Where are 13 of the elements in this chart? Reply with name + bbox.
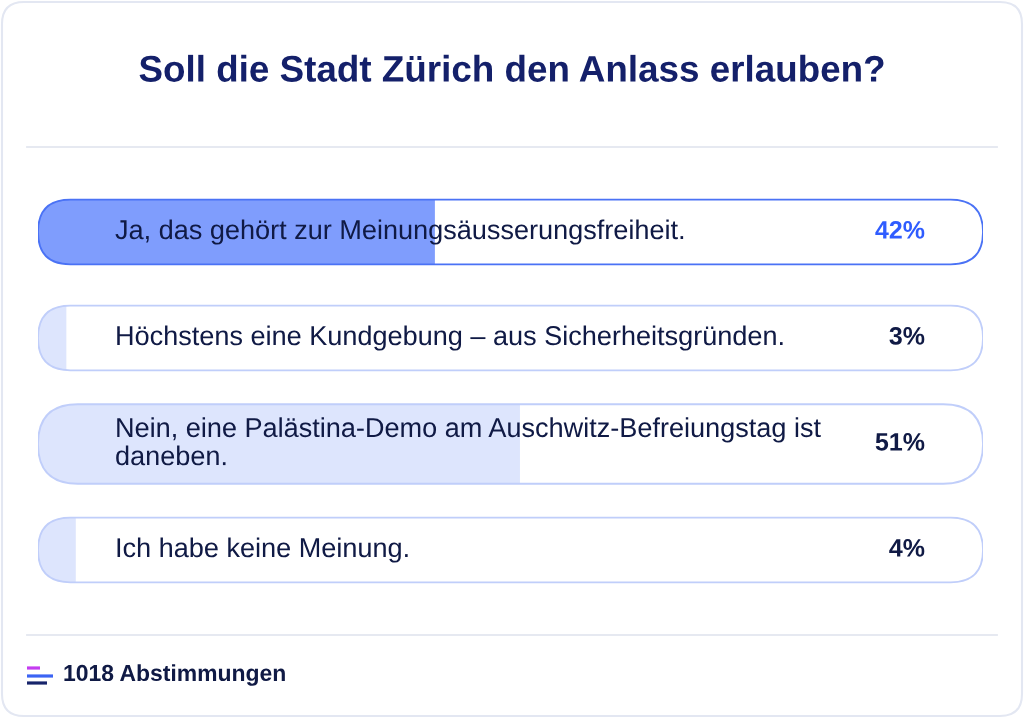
y-tick-label: Höchstens eine Kundgebung – aus Sicherheitsgründen. [117,325,783,351]
data-label: 42% [875,221,925,239]
data-label: 51% [875,433,925,451]
bar [38,516,983,584]
y-tick-label: Ja, das gehört zur Meinungsäusserungsfreiheit. [115,219,684,245]
y-tick-label: Nein, eine Palästina-Demo am Auschwitz-Befreiungstag ist daneben. [116,417,821,466]
data-label: 4% [889,539,925,557]
data-label: 3% [889,327,925,345]
y-tick-label: Ich habe keine Meinung. [117,537,408,563]
text: 1018 Abstimmungen [64,664,285,686]
chart-title: Soll die Stadt Zürich den Anlass erlauben? [139,54,884,82]
bar [38,198,983,266]
bar [38,304,983,372]
